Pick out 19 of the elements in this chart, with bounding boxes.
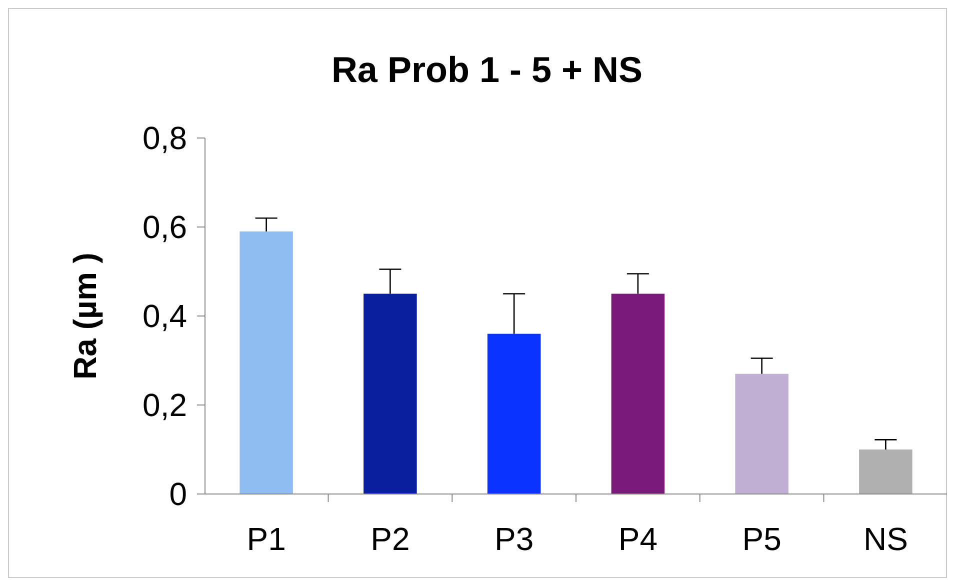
chart-title: Ra Prob 1 - 5 + NS — [331, 49, 643, 90]
x-tick-label: P2 — [370, 521, 410, 557]
bar — [240, 231, 293, 494]
x-tick-label: P5 — [742, 521, 782, 557]
bar — [859, 450, 912, 494]
y-tick-label: 0,4 — [142, 298, 187, 334]
y-tick-label: 0,6 — [142, 209, 187, 246]
bar — [611, 294, 665, 494]
bar — [487, 334, 541, 494]
y-tick-label: 0,8 — [142, 120, 187, 156]
x-tick-label: P3 — [494, 521, 534, 557]
x-tick-label: NS — [863, 521, 908, 557]
y-tick-label: 0 — [169, 476, 187, 512]
y-tick-label: 0,2 — [142, 387, 187, 424]
y-axis-title: Ra (µm ) — [67, 252, 103, 380]
x-tick-label: P1 — [246, 521, 286, 557]
bar — [735, 374, 788, 494]
x-tick-label: P4 — [618, 521, 658, 557]
bar — [364, 294, 417, 494]
